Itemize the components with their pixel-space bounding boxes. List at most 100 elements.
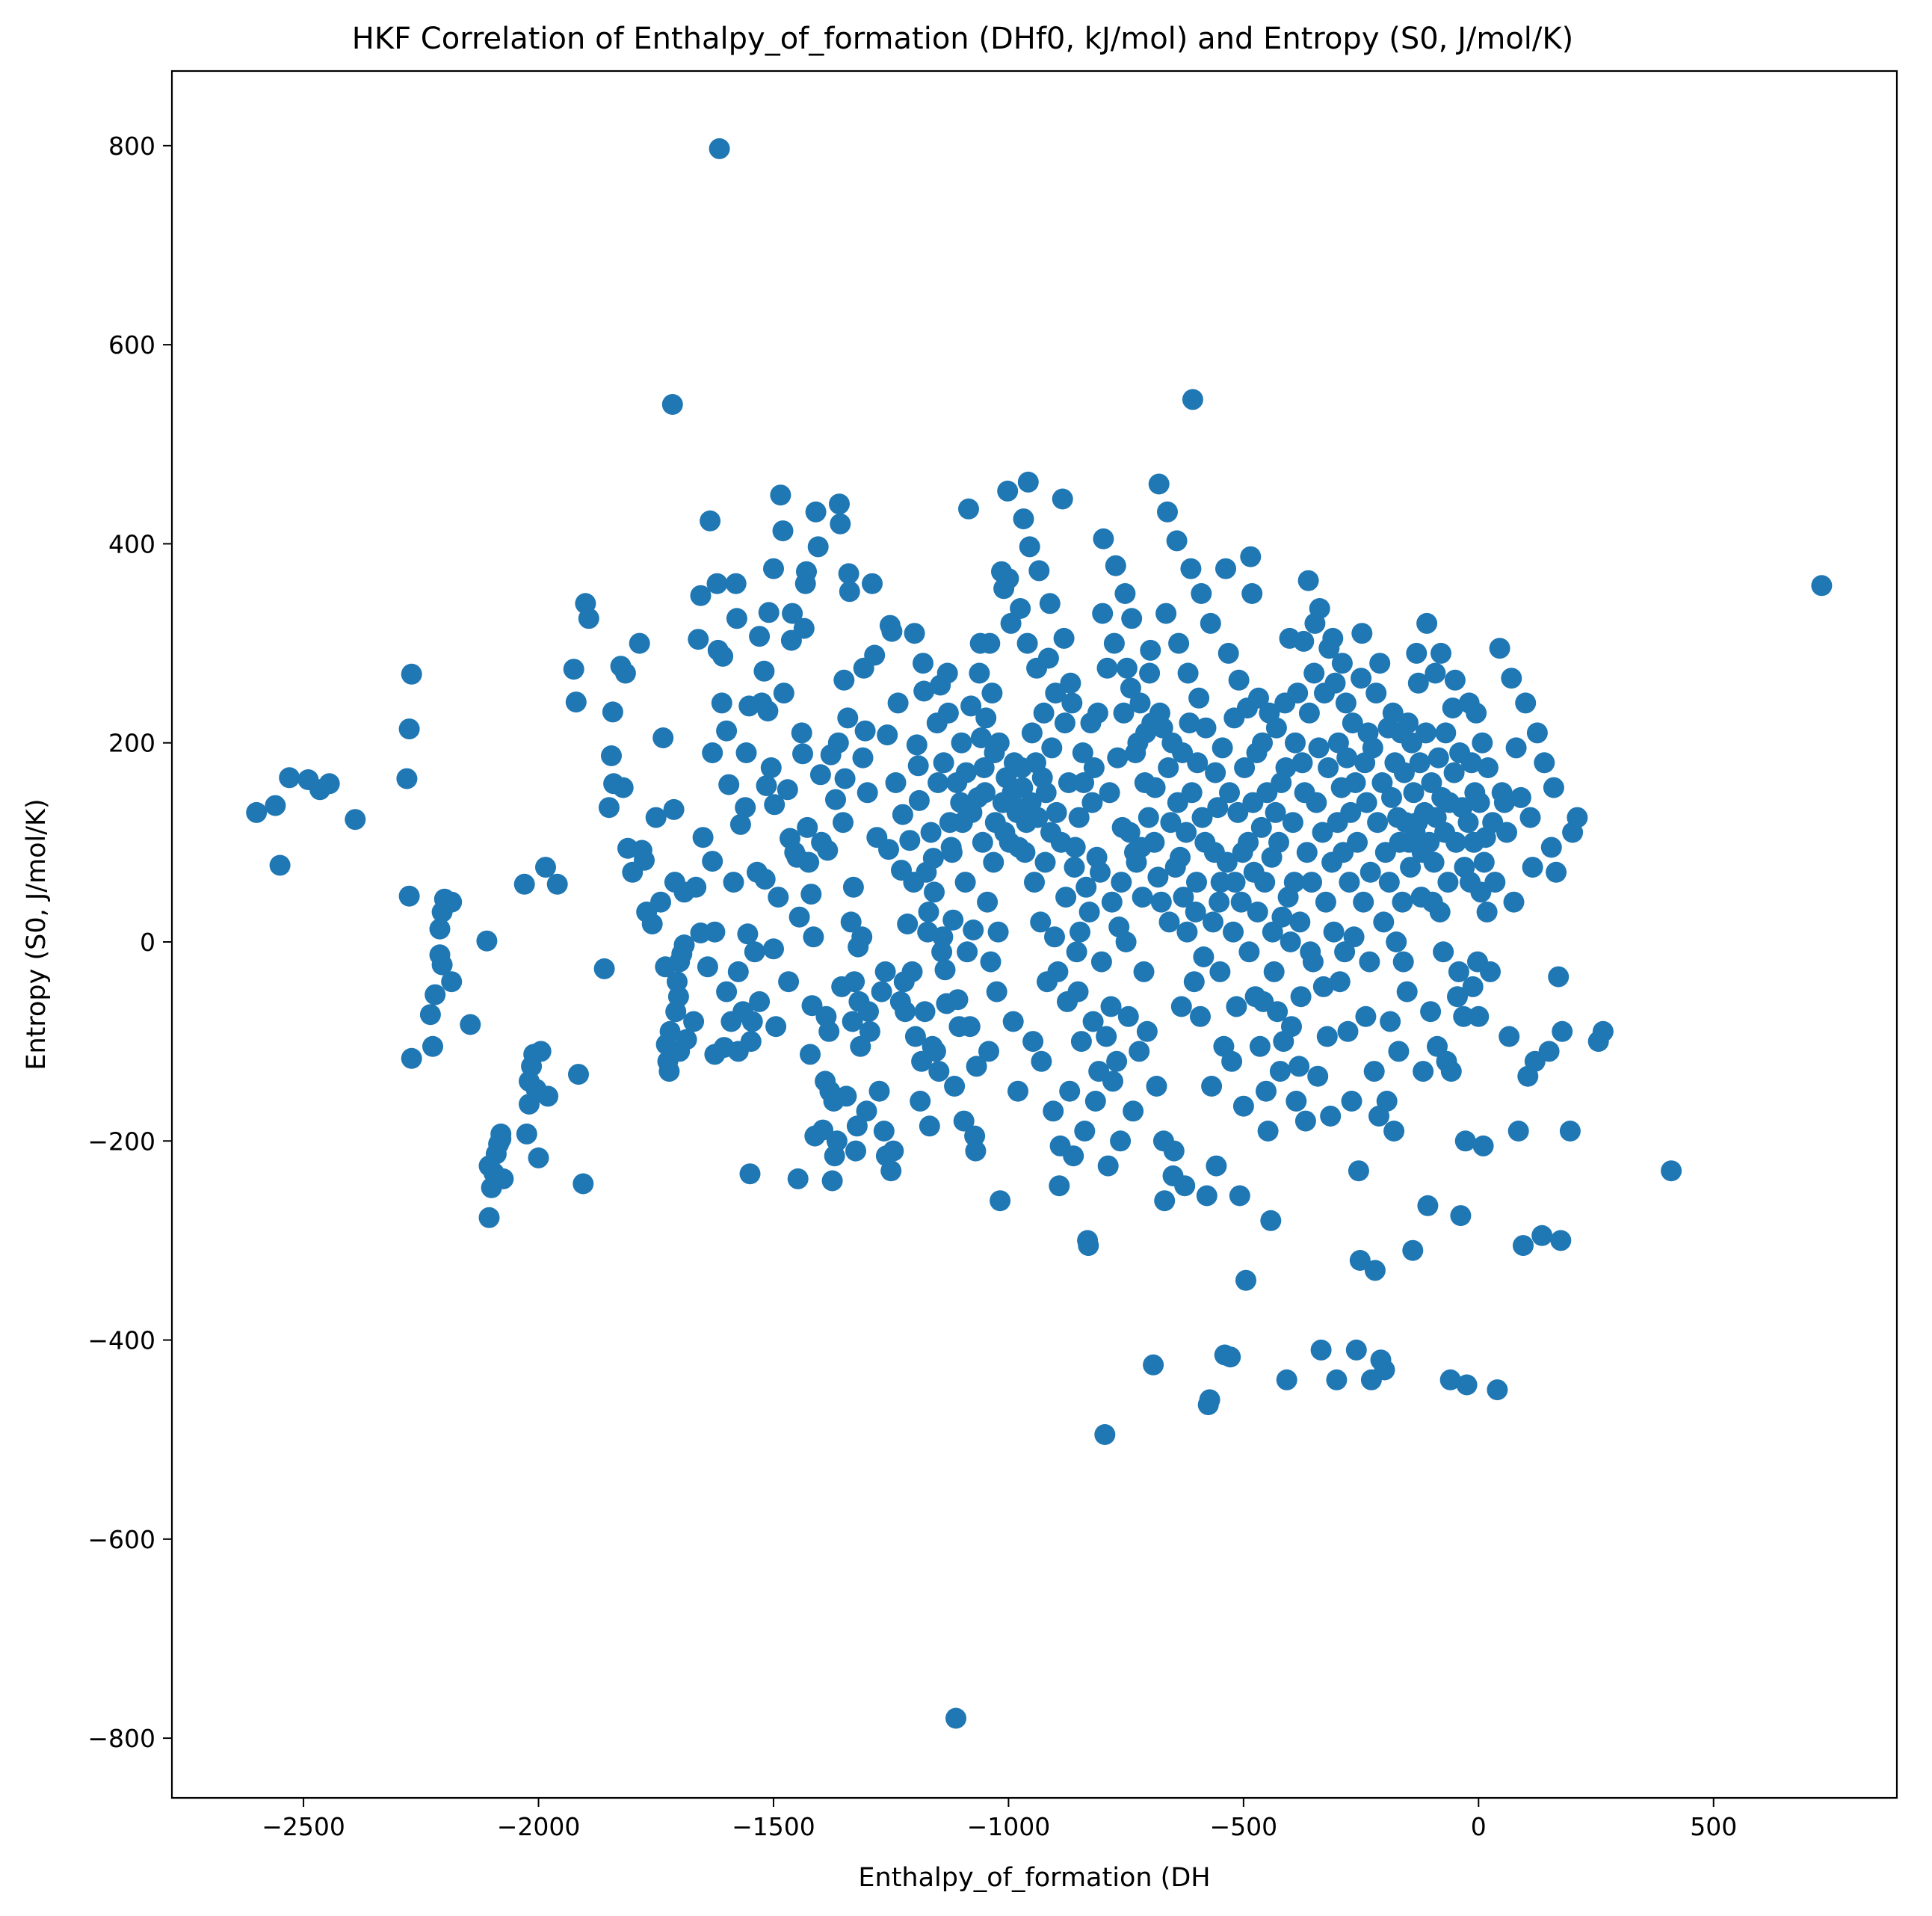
data-point <box>1480 961 1501 982</box>
data-point <box>1345 772 1366 793</box>
data-point <box>1129 692 1151 714</box>
data-point <box>1298 702 1320 724</box>
data-point <box>1024 872 1045 893</box>
data-point <box>1356 792 1377 813</box>
data-point <box>1232 1095 1254 1117</box>
data-point <box>978 1041 999 1062</box>
data-point <box>1383 1121 1405 1142</box>
data-point <box>1353 891 1374 913</box>
data-point <box>1439 1369 1461 1390</box>
data-point <box>737 923 759 945</box>
data-point <box>1090 861 1111 883</box>
data-point <box>1094 1424 1116 1445</box>
data-point <box>1031 1050 1052 1072</box>
data-point <box>932 926 954 948</box>
data-point <box>749 626 771 647</box>
data-point <box>1187 752 1209 774</box>
data-point <box>1019 536 1040 558</box>
data-point <box>1196 1185 1217 1207</box>
data-point <box>318 773 340 795</box>
data-point <box>801 995 823 1017</box>
data-point <box>1309 598 1330 619</box>
data-point <box>1360 861 1381 883</box>
data-point <box>1283 872 1305 893</box>
data-point <box>1035 782 1057 804</box>
data-point <box>1473 851 1495 873</box>
data-point <box>1335 692 1357 714</box>
data-point <box>904 1026 926 1047</box>
data-point <box>1158 757 1179 778</box>
data-point <box>951 732 972 754</box>
data-point <box>425 984 446 1005</box>
data-point <box>1121 608 1143 629</box>
data-point <box>1199 1389 1220 1411</box>
data-point <box>842 1011 863 1032</box>
data-point <box>490 1128 512 1150</box>
data-point <box>1440 1061 1462 1082</box>
data-point <box>1022 1031 1044 1053</box>
data-point <box>1205 762 1226 783</box>
data-point <box>763 558 784 579</box>
data-point <box>1548 966 1570 988</box>
data-point <box>777 779 798 801</box>
data-point <box>803 926 824 948</box>
data-point <box>1442 697 1463 719</box>
data-point <box>1437 872 1459 893</box>
data-point <box>740 1031 762 1053</box>
data-point <box>685 876 707 898</box>
data-point <box>981 683 1003 704</box>
data-point <box>1469 792 1490 813</box>
data-point <box>1254 872 1276 893</box>
data-point <box>441 891 463 913</box>
data-point <box>1173 887 1194 908</box>
data-point <box>839 581 860 603</box>
data-point <box>667 986 689 1008</box>
data-point <box>1010 598 1031 619</box>
data-point <box>1316 1026 1338 1047</box>
data-point <box>1220 1346 1241 1368</box>
data-point <box>614 662 636 684</box>
data-point <box>1166 530 1188 552</box>
data-point <box>1061 692 1083 714</box>
data-point <box>396 768 418 789</box>
data-point <box>838 563 859 585</box>
data-point <box>1294 1110 1316 1132</box>
data-point <box>700 510 721 532</box>
data-point <box>928 1061 950 1082</box>
data-point <box>1320 1106 1342 1127</box>
data-point <box>1276 1369 1297 1390</box>
data-point <box>959 1016 981 1038</box>
data-point <box>478 1207 500 1228</box>
data-point <box>1049 1175 1070 1197</box>
data-point <box>877 724 898 746</box>
data-points <box>246 138 1833 1729</box>
data-point <box>933 752 954 774</box>
data-point <box>778 971 800 993</box>
data-point <box>1487 1379 1508 1401</box>
data-point <box>1238 831 1259 853</box>
data-point <box>1396 981 1418 1002</box>
data-point <box>718 774 740 795</box>
data-point <box>800 884 822 905</box>
data-point <box>1256 1080 1277 1102</box>
data-point <box>1212 737 1233 759</box>
data-point <box>906 734 928 756</box>
data-point <box>1066 941 1087 963</box>
data-point <box>1499 1026 1520 1047</box>
data-point <box>1526 722 1548 744</box>
data-point <box>1420 1001 1442 1023</box>
data-point <box>652 727 674 748</box>
data-point <box>980 951 1002 973</box>
data-point <box>441 971 463 993</box>
data-point <box>1315 891 1336 913</box>
data-point <box>908 789 930 811</box>
data-point <box>1082 1011 1104 1032</box>
data-point <box>1296 842 1318 863</box>
data-point <box>265 795 286 816</box>
data-point <box>1448 961 1469 982</box>
data-point <box>460 1014 481 1035</box>
data-point <box>1154 1190 1176 1212</box>
data-point <box>975 782 996 804</box>
data-point <box>1476 902 1498 922</box>
data-point <box>1067 981 1089 1002</box>
